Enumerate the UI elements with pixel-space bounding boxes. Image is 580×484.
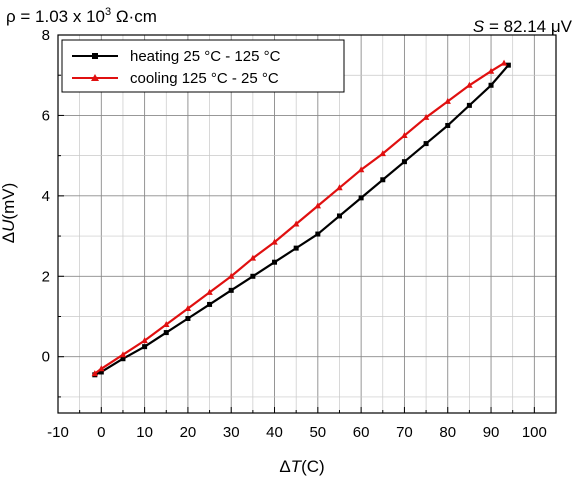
legend: heating 25 °C - 125 °C cooling 125 °C - …	[61, 39, 345, 93]
x-tick-label: 80	[439, 424, 456, 441]
x-tick-label: 50	[309, 424, 326, 441]
data-point-cooling	[228, 272, 235, 279]
tick-layer: -10 0 10 20 30 40 50 60 70 80 90 100 0 2 4 6 8	[42, 27, 547, 441]
data-point-heating	[488, 82, 494, 88]
data-point-cooling	[466, 81, 473, 88]
data-point-heating	[315, 231, 321, 237]
data-point-heating	[272, 259, 278, 265]
plot-frame	[57, 34, 557, 414]
data-point-cooling	[91, 370, 99, 377]
grid-layer	[57, 34, 557, 413]
data-point-cooling	[487, 67, 495, 74]
data-point-cooling	[249, 254, 257, 261]
x-tick-label: 0	[97, 424, 105, 441]
data-point-cooling	[401, 132, 408, 139]
legend-label-cooling: cooling 125 °C - 25 °C	[130, 70, 279, 87]
x-axis-title: ΔT(C)	[279, 457, 324, 476]
x-tick-label: 60	[353, 424, 370, 441]
x-tick-label: 20	[180, 424, 197, 441]
data-point-cooling	[314, 202, 322, 209]
data-point-heating	[358, 195, 364, 201]
data-point-cooling	[500, 59, 508, 66]
data-point-heating	[250, 273, 256, 279]
data-point-heating	[293, 245, 299, 251]
data-point-heating	[380, 177, 386, 183]
legend-marker-cooling	[91, 74, 99, 81]
data-point-heating	[401, 159, 407, 165]
data-point-cooling	[141, 337, 148, 344]
data-point-cooling	[422, 113, 430, 120]
x-tick-label: 100	[522, 424, 547, 441]
seebeck-annotation: S = 82.14 μV	[473, 17, 573, 36]
y-tick-label: 8	[42, 27, 50, 44]
y-tick-label: 0	[42, 349, 50, 366]
data-point-heating	[505, 62, 511, 68]
y-axis-title: ΔU(mV)	[0, 183, 18, 243]
data-point-cooling	[444, 97, 451, 104]
data-point-cooling	[357, 166, 365, 173]
data-point-heating	[98, 369, 104, 375]
data-point-heating	[120, 356, 126, 362]
y-tick-label: 4	[42, 188, 50, 205]
x-tick-label: 70	[396, 424, 413, 441]
data-point-heating	[163, 330, 169, 336]
legend-label-heating: heating 25 °C - 125 °C	[130, 48, 281, 65]
resistivity-annotation: ρ = 1.03 x 103 Ω·cm	[6, 6, 157, 26]
data-point-heating	[423, 141, 429, 147]
data-point-cooling	[119, 351, 127, 358]
data-point-heating	[207, 301, 213, 307]
data-point-cooling	[292, 220, 300, 227]
x-tick-label: 90	[483, 424, 500, 441]
legend-box	[61, 39, 345, 93]
x-tick-label: 40	[266, 424, 283, 441]
data-point-cooling	[271, 238, 278, 245]
data-point-cooling	[98, 365, 105, 372]
data-point-heating	[445, 122, 451, 128]
x-tick-label: 30	[223, 424, 240, 441]
data-point-cooling	[206, 288, 213, 295]
data-point-cooling	[163, 321, 170, 328]
data-point-heating	[336, 213, 342, 219]
data-point-heating	[142, 344, 148, 350]
data-point-cooling	[336, 184, 343, 191]
data-point-cooling	[184, 304, 192, 311]
x-tick-label: -10	[47, 424, 69, 441]
legend-marker-heating	[92, 53, 98, 59]
x-tick-label: 10	[136, 424, 153, 441]
y-tick-label: 2	[42, 268, 50, 285]
data-point-heating	[228, 287, 234, 293]
data-point-cooling	[379, 150, 386, 157]
data-point-heating	[185, 316, 191, 321]
y-tick-label: 6	[42, 107, 50, 124]
series-layer	[91, 59, 511, 378]
data-point-heating	[466, 102, 472, 108]
